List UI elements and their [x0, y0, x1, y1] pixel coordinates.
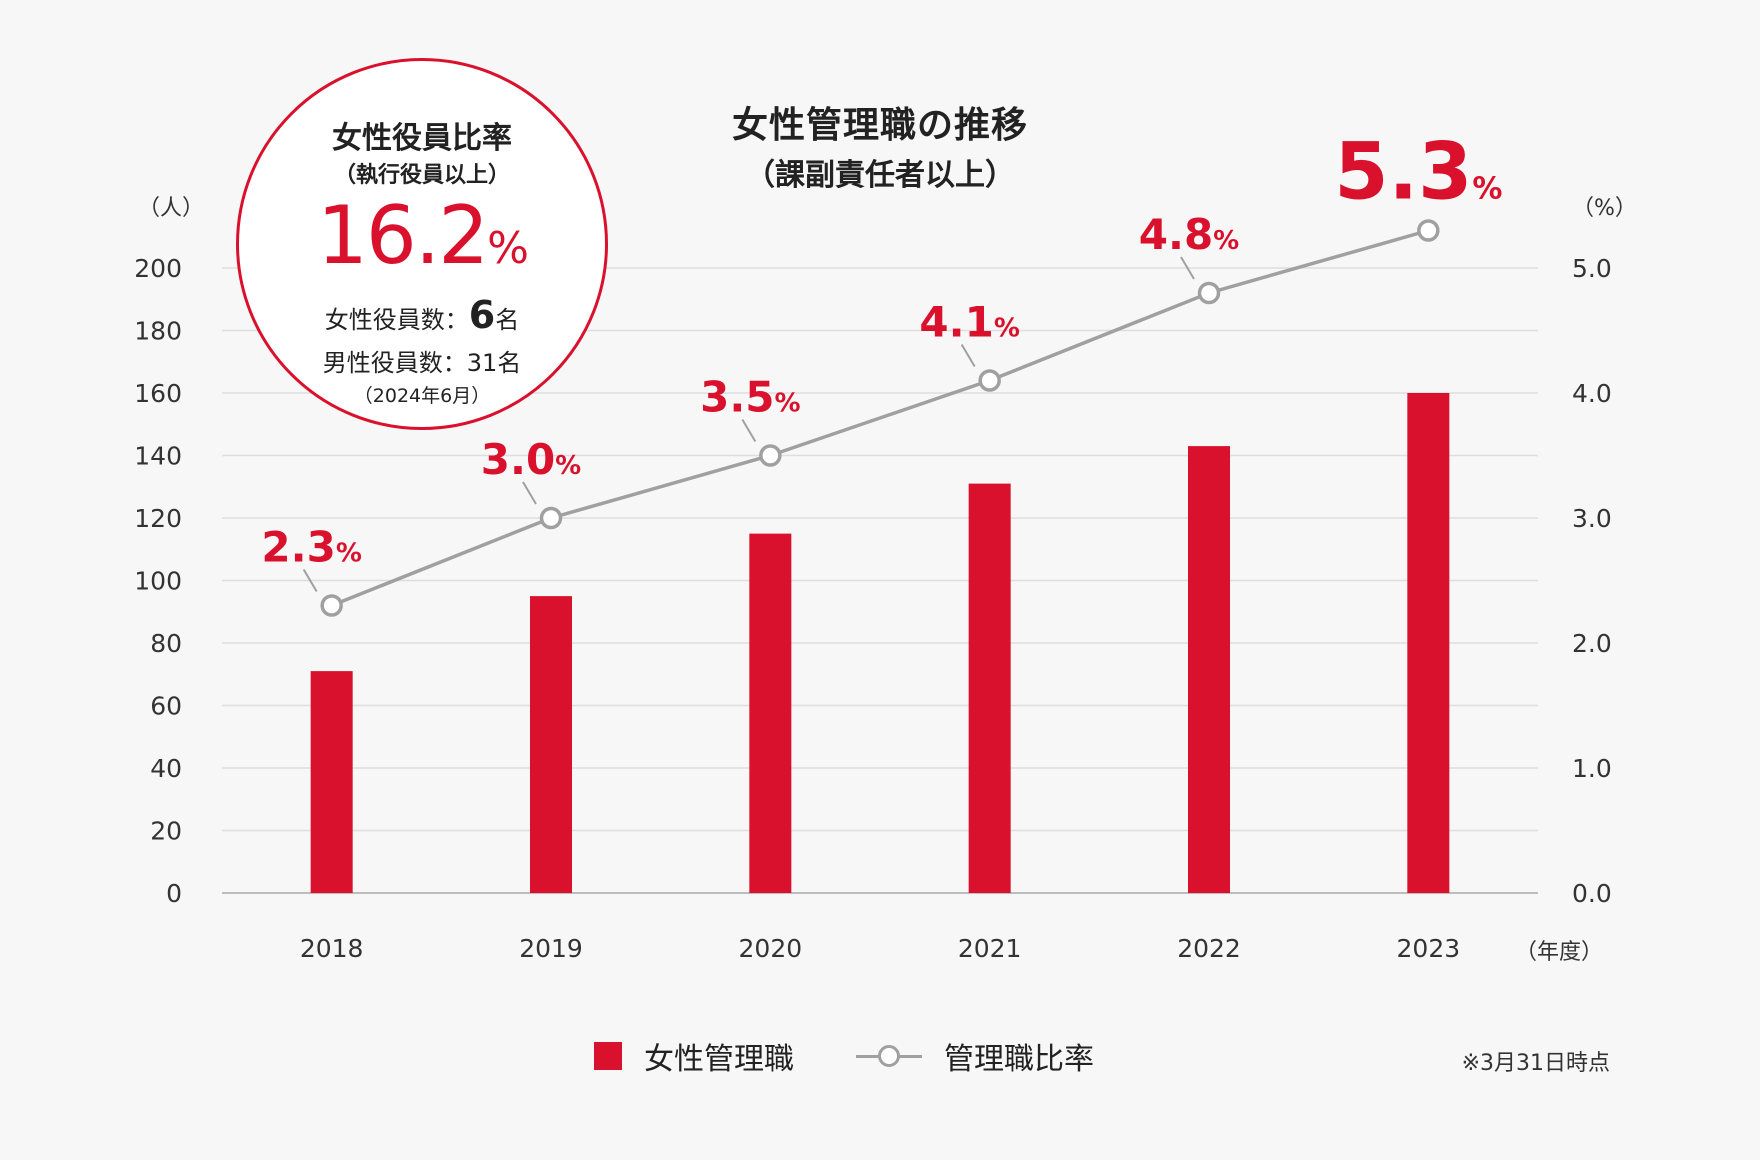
- x-tick-label: 2020: [739, 934, 803, 963]
- footnote: ※3月31日時点: [1461, 1051, 1610, 1076]
- female-count-label: 女性役員数：: [324, 306, 469, 334]
- right-tick-label: 2.0: [1572, 629, 1612, 658]
- ratio-point: [759, 444, 782, 467]
- left-tick-label: 60: [150, 692, 182, 721]
- right-tick-label: 5.0: [1572, 254, 1612, 283]
- callout-value-percent: %: [487, 223, 529, 274]
- legend-item-bar: 女性管理職: [594, 1034, 794, 1078]
- female-count-suffix: 名: [495, 306, 520, 334]
- right-axis-unit: （%）: [1572, 196, 1637, 221]
- legend-item-line: 管理職比率: [856, 1034, 1094, 1078]
- label-leader: [960, 343, 976, 368]
- ratio-data-label: 5.3%: [1334, 128, 1502, 218]
- ratio-line: [331, 228, 1429, 608]
- label-leader: [741, 418, 757, 443]
- left-tick-label: 20: [150, 817, 182, 846]
- callout-female-count: 女性役員数：6名: [239, 293, 605, 337]
- bar: [530, 596, 572, 893]
- legend-line-swatch: [856, 1042, 922, 1070]
- callout-subtitle: （執行役員以上）: [333, 163, 510, 188]
- bar: [749, 533, 792, 893]
- ratio-point: [1197, 281, 1221, 305]
- ratio-data-label: 2.3%: [261, 523, 361, 572]
- x-tick-label: 2021: [958, 934, 1022, 963]
- bar: [310, 671, 353, 893]
- label-leader: [302, 568, 318, 593]
- executive-ratio-callout: 女性役員比率 （執行役員以上） 16.2% 女性役員数：6名 男性役員数：31名…: [236, 58, 608, 430]
- legend-line-label: 管理職比率: [944, 1042, 1094, 1077]
- female-count-number: 6: [468, 293, 496, 337]
- x-tick-label: 2019: [519, 934, 583, 963]
- bar: [968, 483, 1011, 893]
- left-tick-label: 160: [134, 379, 182, 408]
- right-tick-label: 0.0: [1572, 879, 1612, 908]
- left-tick-label: 40: [150, 754, 182, 783]
- left-axis-unit: （人）: [138, 196, 205, 221]
- ratio-point: [1417, 219, 1440, 242]
- x-axis-unit: （年度）: [1515, 940, 1604, 965]
- right-tick-label: 3.0: [1572, 504, 1612, 533]
- left-tick-label: 100: [134, 567, 182, 596]
- left-tick-label: 80: [150, 629, 182, 658]
- legend-bar-swatch: [594, 1042, 622, 1070]
- ratio-data-label: 4.8%: [1139, 210, 1239, 259]
- ratio-point: [539, 506, 563, 530]
- legend-bar-label: 女性管理職: [644, 1042, 794, 1077]
- ratio-data-label: 4.1%: [919, 298, 1019, 347]
- left-tick-label: 120: [134, 504, 182, 533]
- bar: [1188, 446, 1230, 893]
- left-tick-label: 200: [134, 254, 182, 283]
- right-tick-label: 4.0: [1572, 379, 1612, 408]
- ratio-data-label: 3.5%: [700, 373, 800, 422]
- legend: 女性管理職 管理職比率: [0, 1034, 1760, 1077]
- callout-value-number: 16.2: [317, 189, 489, 282]
- left-tick-label: 180: [134, 317, 182, 346]
- x-tick-label: 2022: [1177, 934, 1241, 963]
- chart-title: 女性管理職の推移: [731, 105, 1028, 146]
- ratio-data-label: 3.0%: [481, 435, 581, 484]
- callout-title: 女性役員比率: [332, 121, 512, 156]
- ratio-point: [978, 369, 1001, 392]
- x-tick-label: 2023: [1397, 934, 1461, 963]
- left-tick-label: 0: [166, 879, 182, 908]
- callout-value: 16.2%: [239, 189, 605, 282]
- x-tick-label: 2018: [300, 934, 364, 963]
- bar: [1407, 393, 1450, 893]
- callout-date: （2024年6月）: [353, 385, 491, 407]
- callout-male-count: 男性役員数：31名: [322, 349, 522, 377]
- label-leader: [1180, 256, 1195, 280]
- left-tick-label: 140: [134, 442, 182, 471]
- right-tick-label: 1.0: [1572, 754, 1612, 783]
- label-leader: [522, 481, 537, 505]
- ratio-point: [320, 594, 343, 617]
- chart-subtitle: （課副責任者以上）: [745, 158, 1015, 193]
